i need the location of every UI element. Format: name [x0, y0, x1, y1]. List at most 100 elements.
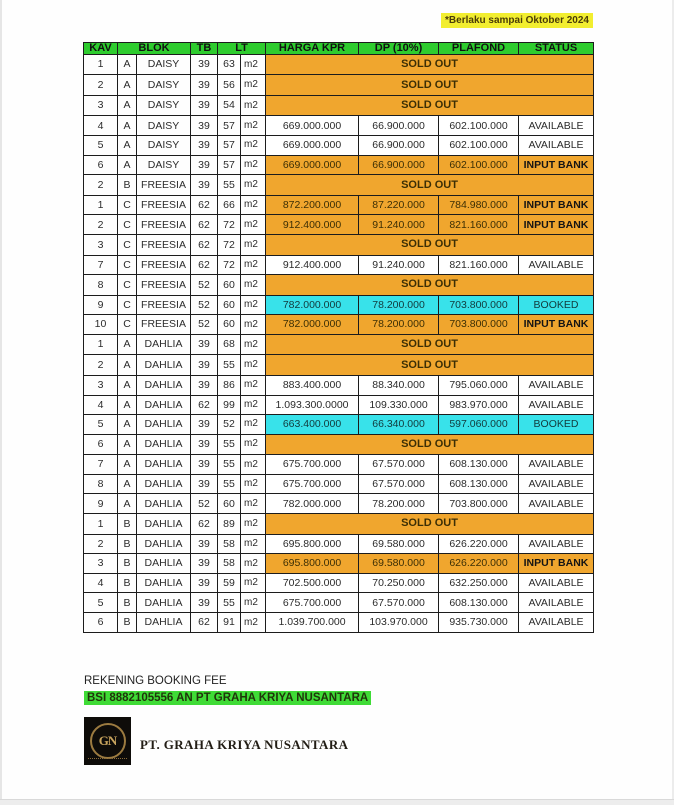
col-header-lt: LT [217, 42, 267, 55]
cell-kav: 4 [83, 572, 118, 594]
cell-status: AVAILABLE [518, 135, 595, 156]
cell-plafond: 703.800.000 [438, 314, 520, 335]
cell-kav: 6 [83, 612, 118, 633]
cell-blok-name: FREESIA [135, 314, 192, 335]
cell-blok-letter: A [117, 94, 137, 117]
cell-blok-name: DAISY [135, 53, 192, 76]
cell-blok-name: DAHLIA [135, 553, 192, 574]
cell-blok-letter: A [117, 115, 137, 137]
cell-blok-name: DAISY [135, 135, 192, 156]
cell-blok-name: FREESIA [135, 194, 192, 216]
table-body: 1 A DAISY 39 63 m2 SOLD OUT 2 A DAISY 39 56 m2 SOLD O… [83, 53, 595, 633]
cell-blok-letter: C [117, 294, 137, 316]
cell-harga: 883.400.000 [265, 374, 360, 396]
cell-status: AVAILABLE [518, 454, 595, 475]
cell-tb: 62 [190, 194, 219, 216]
table-row: 8 C FREESIA 52 60 m2 SOLD OUT [83, 274, 595, 296]
cell-status: INPUT BANK [518, 154, 595, 176]
cell-lt-unit: m2 [240, 414, 267, 435]
cell-blok-letter: C [117, 314, 137, 335]
cell-lt-unit: m2 [240, 553, 267, 574]
cell-lt-unit: m2 [240, 333, 267, 356]
cell-tb: 62 [190, 612, 219, 633]
cell-blok-name: FREESIA [135, 294, 192, 316]
table-row: 5 B DAHLIA 39 55 m2 675.700.000 67.570.000 608.1… [83, 592, 595, 614]
cell-harga: 782.000.000 [265, 493, 360, 515]
cell-kav: 9 [83, 294, 118, 316]
table-row: 6 A DAISY 39 57 m2 669.000.000 66.900.000 602.10… [83, 154, 595, 176]
cell-dp: 88.340.000 [358, 374, 440, 396]
cell-lt: 52 [217, 414, 242, 435]
cell-status: AVAILABLE [518, 115, 595, 137]
col-header-harga-kpr: HARGA KPR [265, 42, 360, 55]
cell-kav: 2 [83, 174, 118, 196]
cell-lt: 72 [217, 254, 242, 276]
cell-lt-unit: m2 [240, 354, 267, 376]
col-header-blok: BLOK [116, 42, 192, 55]
table-row: 7 A DAHLIA 39 55 m2 675.700.000 67.570.000 608.1… [83, 454, 595, 475]
table-row: 10 C FREESIA 52 60 m2 782.000.000 78.200.000 703… [83, 314, 595, 335]
cell-tb: 39 [190, 354, 219, 376]
cell-lt-unit: m2 [240, 53, 267, 76]
cell-lt-unit: m2 [240, 314, 267, 335]
cell-harga: 702.500.000 [265, 572, 360, 594]
cell-kav: 1 [83, 333, 118, 356]
cell-lt-unit: m2 [240, 473, 267, 495]
cell-plafond: 602.100.000 [438, 135, 520, 156]
cell-dp: 66.900.000 [358, 135, 440, 156]
cell-plafond: 608.130.000 [438, 454, 520, 475]
cell-plafond: 597.060.000 [438, 414, 520, 435]
cell-tb: 39 [190, 74, 219, 96]
cell-blok-name: DAHLIA [135, 354, 192, 376]
cell-blok-letter: B [117, 533, 137, 555]
cell-tb: 39 [190, 572, 219, 594]
table-row: 5 A DAHLIA 39 52 m2 663.400.000 66.340.000 597.0… [83, 414, 595, 435]
cell-tb: 39 [190, 533, 219, 555]
cell-status: AVAILABLE [518, 374, 595, 396]
cell-tb: 52 [190, 294, 219, 316]
cell-dp: 78.200.000 [358, 493, 440, 515]
cell-blok-letter: A [117, 74, 137, 96]
cell-lt: 55 [217, 174, 242, 196]
cell-tb: 62 [190, 234, 219, 256]
cell-lt: 91 [217, 612, 242, 633]
cell-tb: 62 [190, 513, 219, 535]
price-table: KAV BLOK TB LT HARGA KPR DP (10%) PLAFON… [83, 42, 595, 633]
cell-blok-letter: A [117, 333, 137, 356]
cell-blok-name: FREESIA [135, 214, 192, 236]
cell-lt-unit: m2 [240, 154, 267, 176]
table-row: 9 C FREESIA 52 60 m2 782.000.000 78.200.000 703.… [83, 294, 595, 316]
cell-blok-name: FREESIA [135, 174, 192, 196]
cell-tb: 52 [190, 274, 219, 296]
cell-blok-name: DAHLIA [135, 333, 192, 356]
cell-blok-name: DAISY [135, 94, 192, 117]
cell-plafond: 983.970.000 [438, 394, 520, 416]
cell-plafond: 608.130.000 [438, 592, 520, 614]
cell-kav: 8 [83, 473, 118, 495]
cell-lt-unit: m2 [240, 74, 267, 96]
cell-status: INPUT BANK [518, 314, 595, 335]
cell-kav: 6 [83, 154, 118, 176]
cell-lt-unit: m2 [240, 454, 267, 475]
cell-lt: 60 [217, 493, 242, 515]
cell-kav: 2 [83, 214, 118, 236]
cell-status-soldout: SOLD OUT [265, 74, 595, 96]
cell-kav: 10 [83, 314, 118, 335]
cell-blok-letter: A [117, 374, 137, 396]
cell-status: AVAILABLE [518, 533, 595, 555]
cell-dp: 87.220.000 [358, 194, 440, 216]
cell-blok-name: DAHLIA [135, 433, 192, 456]
col-header-tb: TB [190, 42, 219, 55]
cell-lt: 99 [217, 394, 242, 416]
cell-kav: 3 [83, 234, 118, 256]
cell-blok-name: DAHLIA [135, 374, 192, 396]
cell-lt-unit: m2 [240, 374, 267, 396]
cell-kav: 7 [83, 254, 118, 276]
header-row: KAV BLOK TB LT HARGA KPR DP (10%) PLAFON… [83, 42, 595, 55]
cell-kav: 2 [83, 74, 118, 96]
cell-tb: 62 [190, 214, 219, 236]
cell-dp: 66.900.000 [358, 115, 440, 137]
cell-tb: 39 [190, 414, 219, 435]
cell-harga: 675.700.000 [265, 473, 360, 495]
col-header-kav: KAV [83, 42, 118, 55]
